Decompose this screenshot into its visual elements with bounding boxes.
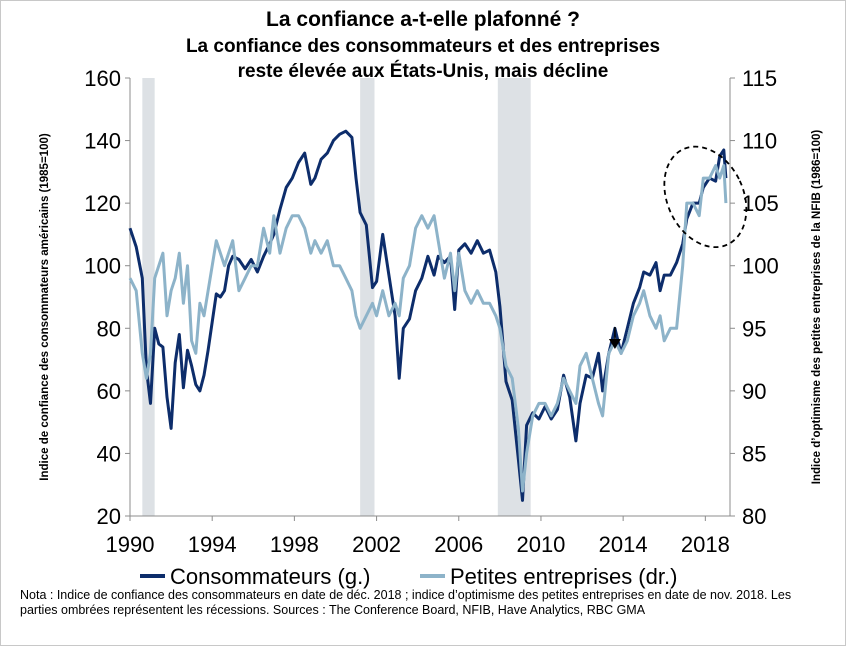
y-right-tick-label: 115 — [742, 66, 777, 91]
y-left-tick-label: 140 — [84, 129, 121, 154]
chart-title: La confiance a-t-elle plafonné ? — [266, 8, 580, 31]
recession-band-1 — [360, 78, 375, 516]
chart-footnote: Nota : Indice de confiance des consommat… — [20, 588, 792, 617]
x-tick-label: 2014 — [599, 532, 648, 557]
y-right-tick-label: 105 — [742, 191, 779, 216]
x-tick-label: 1990 — [106, 532, 155, 557]
y-left-tick-label: 100 — [84, 254, 121, 279]
x-tick-label: 2002 — [352, 532, 401, 557]
highlight-ellipse — [663, 145, 748, 249]
y-left-tick-label: 60 — [97, 379, 121, 404]
y-left-tick-label: 120 — [84, 191, 121, 216]
y-right-axis-title: Indice d’optimisme des petites entrepris… — [811, 130, 823, 485]
x-tick-label: 2018 — [681, 532, 730, 557]
y-left-axis-title: Indice de confiance des consommateurs am… — [39, 133, 51, 481]
y-right-tick-label: 90 — [742, 379, 766, 404]
y-right-tick-label: 80 — [742, 504, 766, 529]
legend-label-petites-entreprises: Petites entreprises (dr.) — [450, 564, 677, 589]
series-line-0 — [128, 129, 728, 502]
chart-subtitle-line-1: La confiance des consommateurs et des en… — [185, 36, 661, 57]
y-left-tick-label: 40 — [97, 441, 121, 466]
y-left-tick-label: 160 — [84, 66, 121, 91]
series-line-1 — [128, 164, 728, 493]
y-right-tick-label: 110 — [742, 129, 777, 154]
x-tick-label: 1998 — [270, 532, 319, 557]
y-right-tick-label: 85 — [742, 441, 766, 466]
x-tick-label: 2006 — [434, 532, 483, 557]
x-tick-label: 1994 — [188, 532, 237, 557]
x-tick-label: 2010 — [516, 532, 565, 557]
y-right-tick-label: 95 — [742, 316, 766, 341]
y-right-tick-label: 100 — [742, 254, 779, 279]
recession-band-0 — [142, 78, 155, 516]
chart-subtitle-line-2: reste élevée aux États-Unis, mais déclin… — [237, 61, 609, 82]
y-left-tick-label: 80 — [97, 316, 121, 341]
y-left-tick-label: 20 — [97, 504, 121, 529]
chart-subtitle: La confiance des consommateurs et des en… — [0, 34, 846, 84]
legend-label-consommateurs: Consommateurs (g.) — [170, 564, 371, 589]
down-arrow-icon — [608, 339, 621, 350]
